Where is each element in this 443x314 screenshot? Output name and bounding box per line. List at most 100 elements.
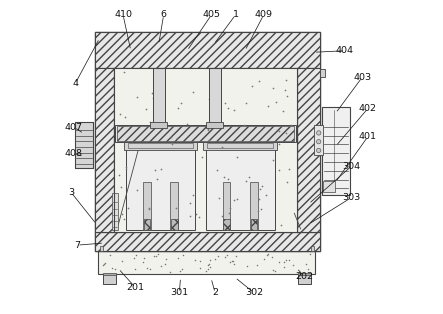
Point	[168, 135, 175, 140]
Point	[305, 267, 312, 272]
Point	[218, 144, 225, 149]
Point	[192, 257, 199, 262]
Point	[286, 166, 293, 171]
Point	[225, 106, 232, 111]
Point	[144, 266, 151, 271]
Point	[180, 252, 187, 257]
Point	[269, 254, 276, 259]
Point	[230, 108, 237, 113]
Point	[174, 136, 181, 141]
Point	[226, 259, 233, 264]
Point	[148, 90, 155, 95]
Text: 401: 401	[359, 132, 377, 141]
Point	[265, 104, 272, 109]
Point	[100, 263, 107, 268]
Point	[151, 168, 158, 173]
Bar	[203, 142, 277, 149]
Point	[233, 154, 241, 159]
Text: 1: 1	[233, 10, 239, 19]
Text: 407: 407	[65, 123, 83, 132]
Bar	[251, 219, 257, 230]
Bar	[250, 182, 258, 230]
Bar	[171, 182, 178, 230]
Point	[215, 195, 222, 200]
Point	[196, 214, 203, 219]
Point	[141, 255, 148, 260]
Text: 303: 303	[342, 193, 360, 202]
Bar	[171, 219, 178, 230]
Point	[117, 111, 124, 116]
Bar	[128, 143, 193, 148]
Point	[162, 261, 169, 266]
Point	[205, 263, 212, 268]
Text: 2: 2	[212, 289, 218, 297]
Point	[284, 93, 291, 98]
Point	[158, 166, 165, 171]
Point	[202, 268, 210, 273]
Point	[151, 253, 158, 258]
Point	[256, 78, 263, 83]
Bar	[297, 68, 320, 232]
Point	[175, 105, 182, 110]
Point	[276, 141, 283, 146]
Point	[226, 206, 233, 211]
Point	[119, 211, 126, 216]
Point	[205, 127, 212, 132]
Bar	[100, 246, 103, 251]
Point	[249, 83, 256, 88]
Point	[303, 262, 310, 267]
Point	[270, 268, 277, 273]
Point	[205, 261, 212, 266]
Point	[306, 252, 313, 257]
Point	[243, 178, 250, 183]
Bar	[153, 68, 165, 125]
Point	[133, 95, 140, 100]
Point	[225, 176, 232, 181]
Bar	[315, 125, 323, 155]
Point	[108, 266, 115, 271]
Point	[275, 260, 282, 265]
Point	[161, 126, 168, 131]
Point	[146, 205, 153, 210]
Point	[233, 196, 241, 201]
Text: 304: 304	[342, 162, 360, 171]
Text: 408: 408	[65, 149, 83, 158]
Point	[232, 253, 239, 258]
Point	[282, 87, 289, 92]
Bar	[144, 219, 150, 230]
Text: 402: 402	[359, 104, 377, 113]
Point	[178, 100, 185, 106]
Point	[212, 257, 219, 262]
Point	[221, 174, 228, 179]
Point	[125, 124, 132, 129]
Point	[204, 267, 211, 272]
Point	[187, 214, 194, 219]
Point	[117, 184, 124, 189]
Point	[241, 123, 248, 128]
Point	[155, 252, 162, 257]
Text: 405: 405	[202, 10, 221, 19]
Point	[216, 112, 223, 117]
Point	[258, 184, 265, 189]
Bar	[74, 122, 93, 168]
Text: 7: 7	[74, 241, 80, 250]
Point	[192, 211, 199, 216]
Point	[157, 96, 164, 101]
Point	[262, 192, 269, 198]
Point	[147, 120, 154, 125]
Point	[269, 85, 276, 90]
Point	[153, 177, 160, 182]
Point	[222, 100, 229, 105]
Point	[198, 154, 206, 159]
Point	[281, 265, 288, 270]
Point	[225, 210, 232, 215]
Bar	[320, 69, 325, 77]
Bar	[150, 122, 167, 128]
Point	[290, 262, 297, 267]
Point	[166, 269, 173, 274]
Bar	[115, 125, 296, 142]
Point	[286, 257, 293, 263]
Bar	[114, 68, 297, 232]
Point	[257, 207, 264, 212]
Bar	[206, 142, 275, 230]
